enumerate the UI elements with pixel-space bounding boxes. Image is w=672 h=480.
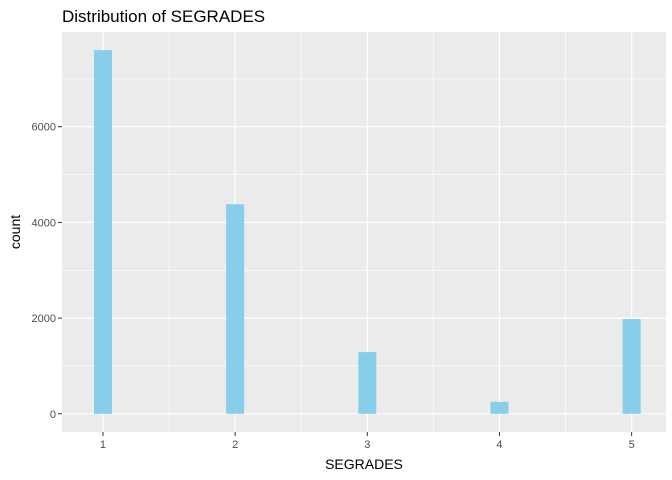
y-tick-label: 0 <box>50 409 56 421</box>
bars <box>93 50 641 414</box>
x-axis-title: SEGRADES <box>325 456 403 472</box>
bar-1 <box>93 50 112 414</box>
x-tick-label: 2 <box>232 439 238 451</box>
bar-3 <box>358 352 377 414</box>
x-tick-label: 4 <box>496 439 502 451</box>
y-tick-label: 2000 <box>32 313 56 325</box>
bar-2 <box>226 204 245 414</box>
y-tick-label: 6000 <box>32 122 56 134</box>
x-tick-label: 5 <box>629 439 635 451</box>
x-axis: 1 2 3 4 5 <box>100 432 635 451</box>
bar-4 <box>490 401 509 414</box>
x-tick-label: 3 <box>364 439 370 451</box>
x-tick-label: 1 <box>100 439 106 451</box>
y-axis-title: count <box>7 215 23 249</box>
bar-5 <box>622 319 641 414</box>
y-axis: 0 2000 4000 6000 <box>32 122 62 421</box>
chart-title: Distribution of SEGRADES <box>62 7 265 26</box>
minor-gridlines <box>62 32 666 432</box>
y-tick-label: 4000 <box>32 217 56 229</box>
